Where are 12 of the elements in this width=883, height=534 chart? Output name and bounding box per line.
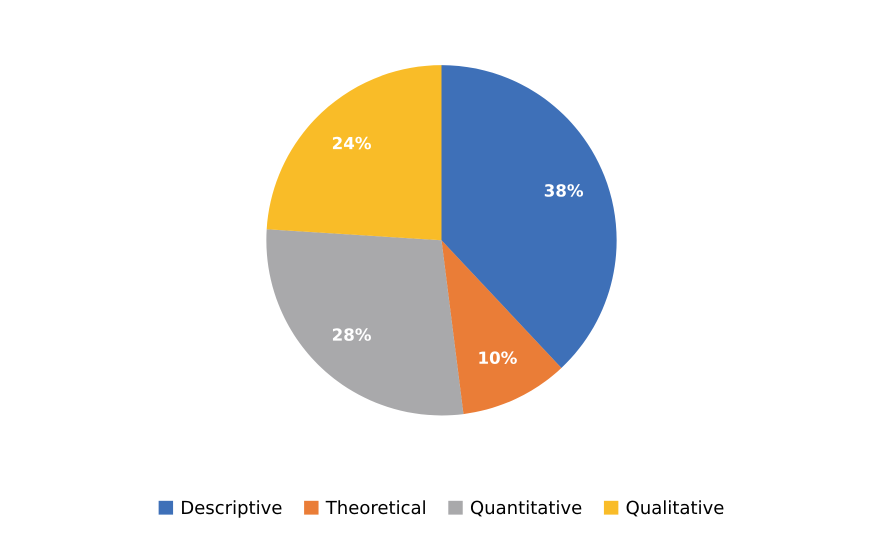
- pie-slice: [266, 65, 442, 240]
- legend-label: Qualitative: [626, 500, 724, 516]
- legend-label: Theoretical: [326, 500, 425, 514]
- legend-label: Quantitative: [470, 500, 582, 516]
- data-label: 38%: [544, 184, 584, 197]
- data-label: 28%: [332, 328, 371, 341]
- pie-slice: [442, 240, 562, 414]
- legend-label: Descriptive: [182, 500, 282, 518]
- data-label: 24%: [332, 136, 371, 150]
- pie-slice: [442, 65, 617, 368]
- data-label: 10%: [479, 351, 517, 364]
- pie-slice: [266, 229, 464, 416]
